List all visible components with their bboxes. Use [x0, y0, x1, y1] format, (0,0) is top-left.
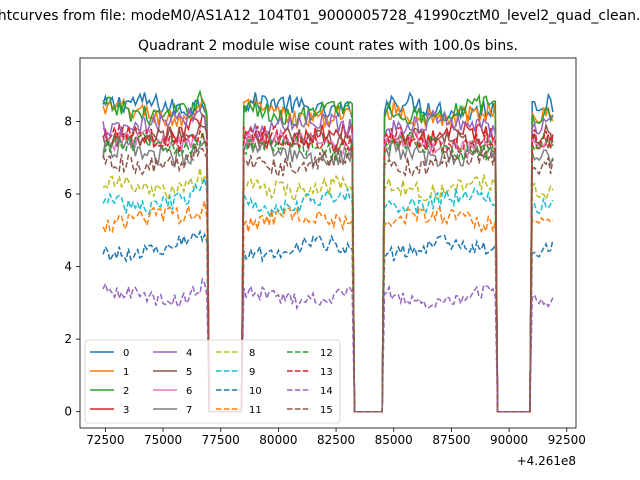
legend-label-8: 8 [249, 348, 255, 359]
legend-label-9: 9 [249, 367, 255, 378]
series-layer [102, 88, 554, 413]
legend-label-6: 6 [186, 386, 192, 397]
series-line-1 [102, 97, 554, 413]
x-tick-label: 87500 [432, 433, 470, 447]
series-line-14 [102, 277, 554, 413]
series-line-12 [102, 131, 554, 413]
x-tick-label: 92500 [548, 433, 586, 447]
x-axis: 72500 75000 77500 80000 82500 85000 87500 90000… [86, 428, 586, 447]
series-line-4 [102, 106, 554, 413]
x-tick-label: 85000 [375, 433, 413, 447]
y-tick-label: 2 [64, 332, 72, 346]
series-line-8 [102, 168, 554, 413]
legend-label-2: 2 [123, 386, 129, 397]
y-tick-label: 8 [64, 114, 72, 128]
x-tick-label: 72500 [86, 433, 124, 447]
x-tick-label: 77500 [202, 433, 240, 447]
series-line-11 [102, 201, 554, 413]
legend-label-0: 0 [123, 348, 129, 359]
x-tick-label: 90000 [490, 433, 528, 447]
x-tick-label: 80000 [259, 433, 297, 447]
legend-box [84, 339, 341, 424]
x-tick-label: 82500 [317, 433, 355, 447]
x-offset-label: +4.261e8 [517, 454, 576, 468]
legend-label-10: 10 [249, 386, 262, 397]
x-tick-label: 75000 [144, 433, 182, 447]
plot-frame [79, 57, 577, 429]
legend-label-13: 13 [320, 367, 333, 378]
legend-label-12: 12 [320, 348, 333, 359]
y-axis: 0 2 4 6 8 [64, 114, 80, 419]
legend-label-7: 7 [186, 405, 192, 416]
series-line-10 [102, 229, 554, 413]
y-tick-label: 0 [64, 405, 72, 419]
legend-label-1: 1 [123, 367, 129, 378]
legend-label-14: 14 [320, 386, 333, 397]
series-line-2 [102, 88, 554, 413]
y-tick-label: 6 [64, 187, 72, 201]
legend-label-5: 5 [186, 367, 192, 378]
series-line-13 [102, 124, 554, 413]
legend-label-4: 4 [186, 348, 192, 359]
series-line-15 [102, 143, 554, 413]
series-line-9 [102, 175, 554, 413]
legend-label-11: 11 [249, 405, 262, 416]
chart-title: Quadrant 2 module wise count rates with … [138, 38, 518, 54]
legend-label-15: 15 [320, 405, 333, 416]
legend-label-3: 3 [123, 405, 129, 416]
figure-suptitle: Lightcurves from file: modeM0/AS1A12_104… [0, 8, 640, 24]
y-tick-label: 4 [64, 260, 72, 274]
